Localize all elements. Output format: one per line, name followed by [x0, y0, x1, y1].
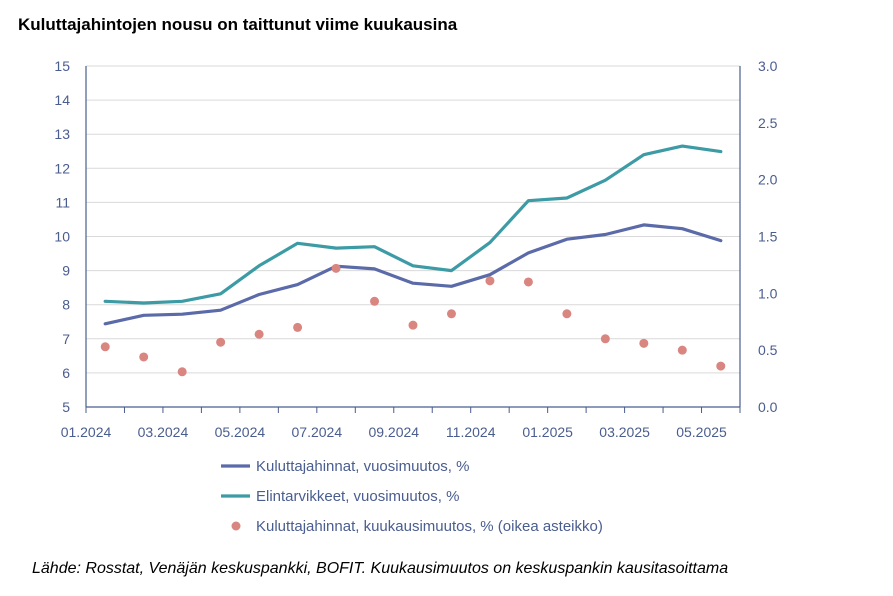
x-tick-label: 11.2024	[446, 424, 496, 440]
series-0-point	[142, 314, 145, 317]
right-y-axis-ticks: 0.0 0.5 1.0 1.5 2.0 2.5 3.0	[758, 58, 778, 415]
right-y-tick-label: 2.5	[758, 115, 778, 131]
series-2-point	[331, 263, 341, 273]
x-tick-label: 07.2024	[292, 424, 343, 440]
series-0-point	[258, 293, 261, 296]
series-1-point	[412, 264, 415, 267]
series-2-point	[716, 361, 726, 371]
series-2-point	[408, 320, 418, 330]
series-2-point	[485, 276, 495, 286]
series-1-point	[565, 196, 568, 199]
series-0-point	[296, 283, 299, 286]
series-0-point	[373, 267, 376, 270]
left-y-tick-label: 15	[54, 58, 70, 74]
series-2-point	[677, 345, 687, 355]
series-1-point	[335, 247, 338, 250]
legend-swatch-2	[231, 521, 241, 531]
series-1-point	[258, 264, 261, 267]
series-1-point	[296, 242, 299, 245]
x-axis-ticks: 01.2024 03.2024 05.2024 07.2024 09.2024 11.20…	[61, 424, 727, 440]
left-y-tick-label: 6	[62, 365, 70, 381]
series-1-point	[373, 245, 376, 248]
right-y-tick-label: 1.5	[758, 229, 778, 245]
series-2-point	[523, 277, 533, 287]
left-y-tick-label: 8	[62, 297, 70, 313]
x-tick-label: 05.2025	[676, 424, 727, 440]
right-y-tick-label: 1.0	[758, 285, 778, 301]
series-1-point	[642, 153, 645, 156]
series-2-point	[216, 337, 226, 347]
series-1-point	[219, 292, 222, 295]
series-2-point	[370, 296, 380, 306]
left-y-tick-label: 13	[54, 126, 70, 142]
left-y-tick-label: 11	[55, 194, 70, 210]
series-2-point	[639, 338, 649, 348]
series-0-point	[181, 313, 184, 316]
right-y-tick-label: 2.0	[758, 172, 778, 188]
series	[100, 144, 726, 377]
x-tick-label: 01.2025	[522, 424, 573, 440]
series-0-point	[681, 227, 684, 230]
series-0-point	[219, 309, 222, 312]
right-y-tick-label: 0.0	[758, 399, 778, 415]
legend: Kuluttajahinnat, vuosimuutos, % Elintarvi…	[221, 458, 603, 535]
series-1-point	[450, 269, 453, 272]
left-y-axis-ticks: 5 6 7 8 9 10 11 12 13 14 15	[54, 58, 70, 415]
axes	[85, 66, 741, 413]
chart-title: Kuluttajahintojen nousu on taittunut vii…	[18, 15, 458, 34]
series-0-point	[719, 239, 722, 242]
series-1-point	[681, 145, 684, 148]
series-0-point	[412, 282, 415, 285]
source-note: Lähde: Rosstat, Venäjän keskuspankki, BO…	[32, 560, 729, 577]
series-2-point	[177, 367, 187, 377]
series-2-point	[100, 342, 110, 352]
left-y-tick-label: 9	[62, 263, 70, 279]
series-0-point	[604, 233, 607, 236]
gridlines	[86, 65, 740, 374]
series-0-point	[527, 251, 530, 254]
series-2-point	[446, 309, 456, 319]
series-0-point	[642, 223, 645, 226]
x-tick-label: 03.2024	[138, 424, 189, 440]
series-line-1	[103, 144, 723, 305]
legend-label-0: Kuluttajahinnat, vuosimuutos, %	[256, 458, 469, 475]
series-1-point	[104, 300, 107, 303]
x-tick-label: 05.2024	[215, 424, 266, 440]
series-0-point	[565, 238, 568, 241]
left-y-tick-label: 14	[54, 92, 70, 108]
legend-label-1: Elintarvikkeet, vuosimuutos, %	[256, 488, 459, 505]
series-1-point	[488, 241, 491, 244]
series-2-point	[139, 352, 149, 362]
series-1-point	[527, 199, 530, 202]
series-1-point	[181, 300, 184, 303]
left-y-tick-label: 10	[54, 229, 70, 245]
series-0-point	[450, 285, 453, 288]
x-tick-label: 03.2025	[599, 424, 650, 440]
series-line-0	[103, 223, 723, 326]
series-2-point	[254, 329, 264, 339]
x-tick-label: 01.2024	[61, 424, 112, 440]
left-y-tick-label: 7	[62, 331, 70, 347]
series-1-point	[142, 301, 145, 304]
left-y-tick-label: 12	[54, 160, 70, 176]
right-y-tick-label: 0.5	[758, 342, 778, 358]
right-y-tick-label: 3.0	[758, 58, 778, 74]
left-y-tick-label: 5	[62, 399, 70, 415]
series-1-point	[604, 179, 607, 182]
series-0-point	[104, 322, 107, 325]
legend-label-2: Kuluttajahinnat, kuukausimuutos, % (oike…	[256, 518, 603, 535]
series-2-point	[293, 322, 303, 332]
series-2-point	[600, 334, 610, 344]
x-tick-label: 09.2024	[368, 424, 419, 440]
series-1-point	[719, 150, 722, 153]
series-0-point	[488, 273, 491, 276]
series-2-point	[562, 309, 572, 319]
